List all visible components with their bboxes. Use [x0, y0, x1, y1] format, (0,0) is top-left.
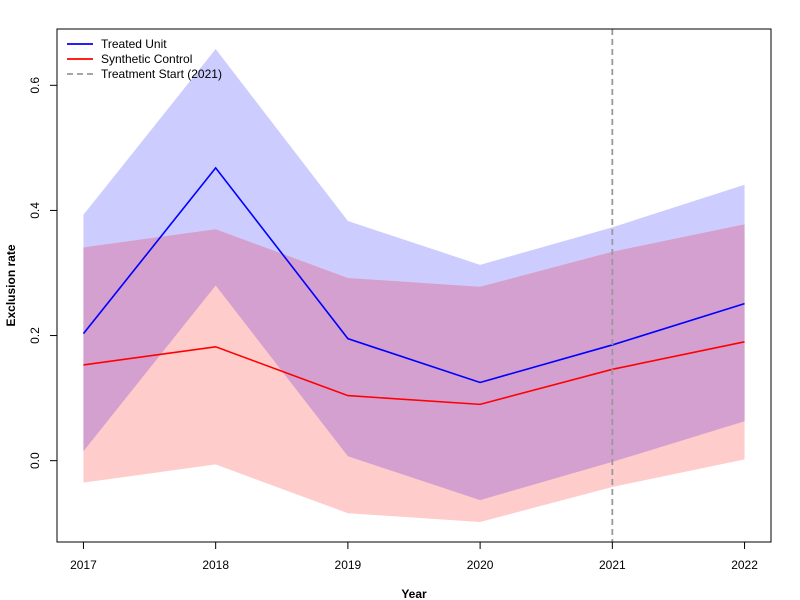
legend-label-synthetic: Synthetic Control [101, 52, 192, 66]
y-tick-label: 0.0 [28, 452, 42, 469]
x-axis-title: Year [401, 587, 427, 600]
x-axis: 2017 2018 2019 2020 2021 2022 [70, 542, 758, 572]
y-tick-label: 0.6 [28, 77, 42, 94]
confidence-bands [83, 49, 745, 522]
legend: Treated Unit Synthetic Control Treatment… [67, 37, 222, 81]
legend-label-treated: Treated Unit [101, 37, 167, 51]
band-overlap [83, 224, 745, 501]
x-tick-label: 2020 [467, 558, 494, 572]
series-lines [82, 166, 745, 406]
y-tick-label: 0.2 [28, 327, 42, 344]
y-axis: 0.0 0.2 0.4 0.6 [28, 77, 57, 469]
series-line-synthetic [83, 341, 745, 406]
plot-frame [56, 28, 772, 543]
x-tick-label: 2017 [70, 558, 97, 572]
x-tick-label: 2019 [335, 558, 362, 572]
x-tick-label: 2022 [731, 558, 758, 572]
y-axis-title: Exclusion rate [4, 244, 18, 326]
legend-label-treatment-start: Treatment Start (2021) [101, 67, 222, 81]
series-line-treated [82, 166, 745, 384]
x-tick-label: 2021 [599, 558, 626, 572]
y-tick-label: 0.4 [28, 202, 42, 219]
x-tick-label: 2018 [202, 558, 229, 572]
